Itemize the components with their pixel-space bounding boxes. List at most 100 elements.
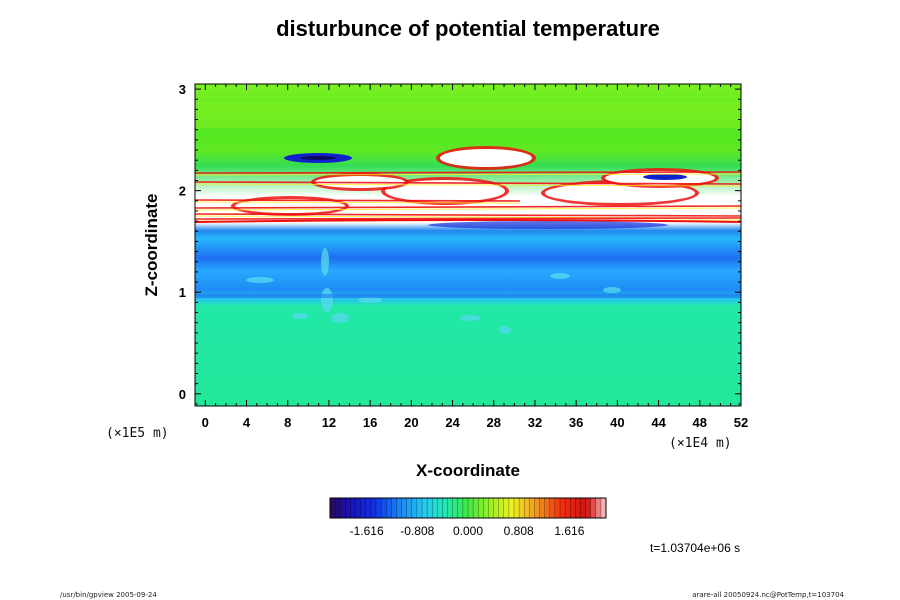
- colorbar-segment: [462, 498, 469, 518]
- x-unit-label: (×1E4 m): [669, 436, 732, 451]
- x-ticks: [194, 84, 742, 406]
- colorbar-segment: [524, 498, 530, 518]
- colorbar-segment: [457, 498, 464, 518]
- turbulence-patch: [358, 297, 382, 303]
- y-unit-label: (×1E5 m): [106, 426, 169, 441]
- colorbar-segment: [493, 498, 500, 518]
- colorbar-tick-label: -1.616: [350, 524, 384, 538]
- colorbar-segment: [381, 498, 387, 518]
- turbulence-patch: [499, 326, 511, 334]
- colorbar-frame: [329, 497, 607, 519]
- y-ticks: [195, 88, 741, 405]
- inversion-edge: [195, 219, 741, 223]
- colorbar-segment: [365, 498, 372, 518]
- streak-line: [195, 181, 741, 185]
- x-tick-label: 24: [445, 415, 460, 430]
- y-tick-labels: 0 1 2 3: [179, 82, 186, 402]
- colorbar-segment: [478, 498, 484, 518]
- y-tick-label: 0: [179, 387, 186, 402]
- heatmap-field: [195, 84, 741, 406]
- colorbar-segment: [406, 498, 413, 518]
- colorbar-segment: [580, 498, 586, 518]
- colorbar-segment: [447, 498, 454, 518]
- colorbar-segment: [350, 498, 356, 518]
- time-label: t=1.03704e+06 s: [650, 541, 741, 555]
- streak-line: [195, 171, 741, 174]
- x-tick-label: 20: [404, 415, 418, 430]
- x-tick-label: 12: [322, 415, 336, 430]
- colorbar-segment: [452, 498, 459, 518]
- colorbar-segment: [370, 498, 377, 518]
- chart-title: disturbunce of potential temperature: [276, 16, 660, 41]
- colorbar-segment: [519, 498, 525, 518]
- colorbar-segment: [401, 498, 408, 518]
- colorbar-segment: [427, 498, 433, 518]
- colorbar-segment: [432, 498, 438, 518]
- colorbar-segment: [416, 498, 423, 518]
- x-tick-label: 36: [569, 415, 583, 430]
- streak-line: [195, 183, 741, 187]
- turbulence-patch: [460, 315, 480, 321]
- colorbar-segment: [514, 498, 520, 518]
- x-tick-labels: 0 4 8 12 16 20 24 28 32 36 40 44 48 52: [202, 415, 749, 430]
- turbulence-patch: [321, 248, 329, 276]
- colorbar-segment: [468, 498, 474, 518]
- footer-left: /usr/bin/gpview 2005-09-24: [60, 591, 157, 599]
- colorbar-segment: [488, 498, 494, 518]
- colorbar-segment: [554, 498, 561, 518]
- colorbar-segment: [560, 498, 566, 518]
- cold-band: [428, 221, 668, 229]
- colorbar-segment: [330, 498, 336, 518]
- colorbar-segment: [335, 498, 341, 518]
- x-tick-label: 52: [734, 415, 748, 430]
- colorbar-tick-label: 0.000: [453, 524, 483, 538]
- colorbar-segment: [570, 498, 576, 518]
- x-tick-label: 8: [284, 415, 291, 430]
- field-structures: [195, 146, 741, 334]
- colorbar-segment: [539, 498, 546, 518]
- colorbar-segment: [565, 498, 571, 518]
- colorbar-segment: [534, 498, 540, 518]
- colorbar-segment: [411, 498, 418, 518]
- x-tick-label: 0: [202, 415, 209, 430]
- turbulence-patch: [550, 273, 570, 279]
- colorbar-segment: [508, 498, 515, 518]
- streak-line: [195, 173, 741, 176]
- footer-right: arare-all 20050924.nc@PotTemp,t=103704: [692, 591, 844, 599]
- colorbar-tick-label: 0.808: [504, 524, 534, 538]
- colorbar-segment: [585, 498, 592, 518]
- x-tick-label: 32: [528, 415, 542, 430]
- field-background: [195, 84, 741, 406]
- colorbar-segment: [391, 498, 397, 518]
- colorbar-segment: [386, 498, 392, 518]
- colorbar-segment: [549, 498, 556, 518]
- colorbar: [329, 497, 607, 519]
- plot-frame: [194, 83, 742, 407]
- x-tick-label: 4: [243, 415, 251, 430]
- boundary-band: [195, 294, 741, 298]
- x-axis-label: X-coordinate: [416, 461, 520, 480]
- colorbar-segment: [473, 498, 479, 518]
- colorbar-segment: [396, 498, 402, 518]
- streak-line: [195, 207, 741, 211]
- colorbar-segment: [345, 498, 351, 518]
- colorbar-segment: [544, 498, 551, 518]
- colorbar-tick-label: -0.808: [400, 524, 434, 538]
- x-tick-label: 40: [610, 415, 624, 430]
- turbulence-patch: [292, 313, 308, 319]
- cold-blob: [643, 174, 687, 180]
- colorbar-segment: [503, 498, 510, 518]
- y-tick-label: 3: [179, 82, 186, 97]
- colorbar-tick-label: 1.616: [554, 524, 584, 538]
- streak-line: [195, 201, 521, 204]
- turbulence-patch: [246, 277, 274, 283]
- colorbar-segment: [590, 498, 597, 518]
- streak-line: [195, 205, 741, 209]
- colorbar-segment: [498, 498, 505, 518]
- y-tick-label: 1: [179, 285, 186, 300]
- colorbar-segment: [422, 498, 428, 518]
- warm-core: [440, 149, 532, 167]
- colorbar-segment: [600, 498, 607, 518]
- x-tick-label: 48: [693, 415, 707, 430]
